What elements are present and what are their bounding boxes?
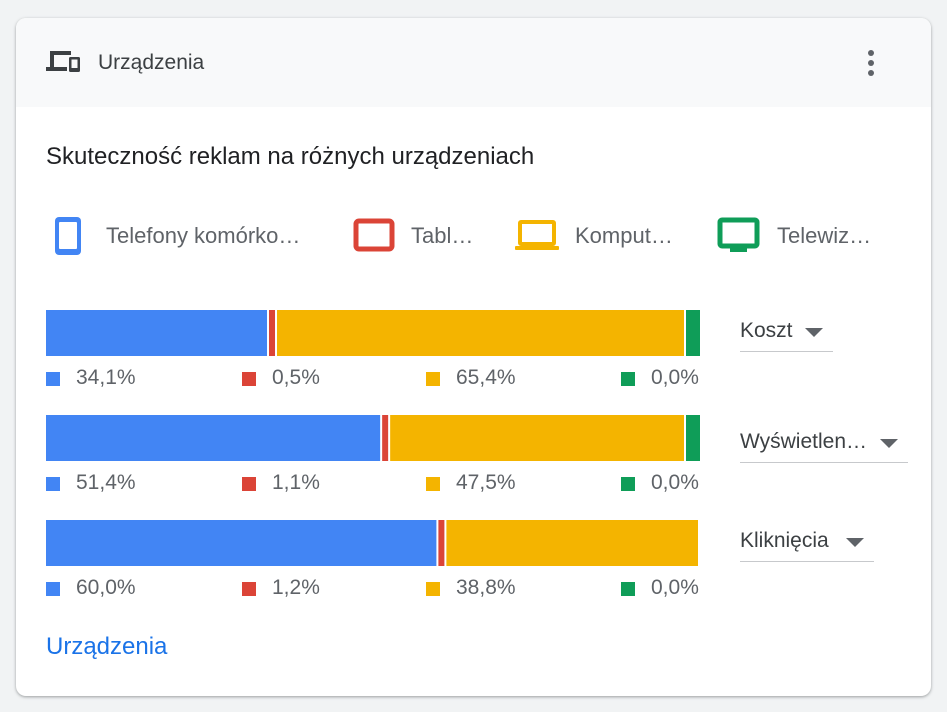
devices-card: Urządzenia Skuteczność reklam na różnych… — [16, 18, 931, 696]
data-label-mobile: 60,0% — [76, 576, 136, 599]
legend-swatch-computer — [426, 372, 440, 386]
more-options-button[interactable] — [854, 43, 888, 83]
bar-segment-tv[interactable] — [686, 415, 700, 461]
tablet-icon — [353, 218, 395, 252]
legend-label: Telewiz… — [777, 223, 872, 248]
data-label-tv: 0,0% — [651, 471, 699, 494]
data-label-tablet: 1,1% — [272, 471, 320, 494]
data-label-tv: 0,0% — [651, 366, 699, 389]
bar-segment-tablet[interactable] — [382, 415, 389, 461]
bar-segment-computer[interactable] — [277, 310, 684, 356]
data-label-mobile: 51,4% — [76, 471, 136, 494]
legend-item-tv: Telewiz… — [717, 216, 887, 256]
metric-select[interactable]: Kliknięcia — [740, 524, 874, 562]
chevron-down-icon — [805, 328, 823, 337]
metric-select-label: Kliknięcia — [740, 529, 829, 552]
legend-label: Telefony komórko… — [106, 223, 301, 248]
card-title: Urządzenia — [98, 51, 205, 74]
legend-label: Tabl… — [411, 223, 474, 248]
legend-swatch-mobile — [46, 582, 60, 596]
legend-label: Komput… — [575, 223, 673, 248]
metric-select-label: Wyświetlen… — [740, 430, 868, 453]
legend-swatch-tablet — [242, 582, 256, 596]
tv-icon — [717, 217, 760, 252]
card-header: Urządzenia — [16, 18, 931, 107]
bar-segment-mobile[interactable] — [46, 415, 381, 461]
legend-item-tablet: Tabl… — [353, 216, 493, 256]
data-label-computer: 65,4% — [456, 366, 516, 389]
phone-icon — [55, 217, 81, 255]
legend-swatch-computer — [426, 582, 440, 596]
metric-select[interactable]: Wyświetlen… — [740, 425, 908, 463]
bar-segment-computer[interactable] — [446, 520, 698, 566]
bar-segment-mobile[interactable] — [46, 310, 268, 356]
legend-swatch-mobile — [46, 372, 60, 386]
data-label-computer: 47,5% — [456, 471, 516, 494]
devices-link[interactable]: Urządzenia — [46, 633, 168, 660]
legend-item-mobile: Telefony komórko… — [54, 216, 324, 256]
data-label-tablet: 0,5% — [272, 366, 320, 389]
chart-title: Skuteczność reklam na różnych urządzenia… — [46, 143, 535, 170]
data-label-computer: 38,8% — [456, 576, 516, 599]
devices-icon — [46, 51, 80, 72]
legend-swatch-tablet — [242, 372, 256, 386]
metric-select[interactable]: Koszt — [740, 314, 833, 352]
bar-segment-computer[interactable] — [390, 415, 684, 461]
legend-swatch-tv — [621, 372, 635, 386]
chevron-down-icon — [846, 538, 864, 547]
data-label-tablet: 1,2% — [272, 576, 320, 599]
stacked-bar-chart — [46, 310, 700, 566]
legend-swatch-computer — [426, 477, 440, 491]
legend-swatch-tablet — [242, 477, 256, 491]
bar-segment-tablet[interactable] — [269, 310, 276, 356]
data-label-tv: 0,0% — [651, 576, 699, 599]
more-vert-icon — [868, 50, 874, 56]
legend-item-computer: Komput… — [514, 216, 694, 256]
bar-segment-tv[interactable] — [686, 310, 700, 356]
metric-select-label: Koszt — [740, 319, 793, 342]
laptop-icon — [515, 220, 559, 250]
legend-swatch-mobile — [46, 477, 60, 491]
chevron-down-icon — [880, 439, 898, 448]
legend-swatch-tv — [621, 477, 635, 491]
data-label-mobile: 34,1% — [76, 366, 136, 389]
bar-segment-mobile[interactable] — [46, 520, 437, 566]
bar-segment-tablet[interactable] — [438, 520, 445, 566]
legend-swatch-tv — [621, 582, 635, 596]
